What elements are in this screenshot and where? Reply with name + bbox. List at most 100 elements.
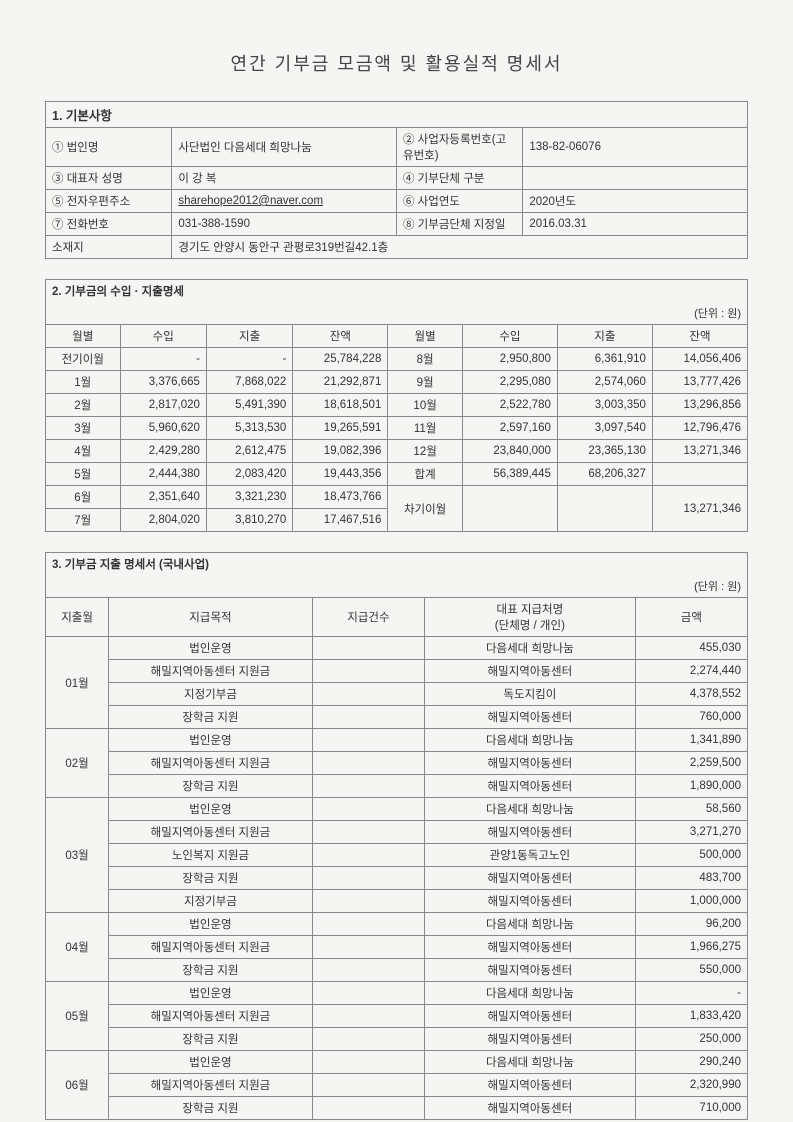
expense-amount: 1,890,000 [635, 775, 747, 798]
income-out: 3,321,230 [206, 486, 292, 509]
expense-count [312, 1028, 424, 1051]
expense-amount: 3,271,270 [635, 821, 747, 844]
expense-purpose: 노인복지 지원금 [109, 844, 313, 867]
expense-purpose: 법인운영 [109, 729, 313, 752]
expense-purpose: 해밀지역아동센터 지원금 [109, 752, 313, 775]
income-month: 2월 [46, 394, 121, 417]
expense-purpose: 해밀지역아동센터 지원금 [109, 936, 313, 959]
income-bal: 12,796,476 [652, 417, 747, 440]
expense-payee: 해밀지역아동센터 [425, 706, 636, 729]
expense-month: 06월 [46, 1051, 109, 1120]
expense-count [312, 1051, 424, 1074]
income-out: 2,612,475 [206, 440, 292, 463]
expense-month: 02월 [46, 729, 109, 798]
expense-count [312, 798, 424, 821]
income-month: 5월 [46, 463, 121, 486]
income-in: 2,597,160 [462, 417, 557, 440]
basic-label: ⑦ 전화번호 [46, 213, 172, 236]
income-month: 10월 [388, 394, 463, 417]
section3-title: 3. 기부금 지출 명세서 (국내사업) [46, 553, 748, 576]
income-header: 잔액 [652, 325, 747, 348]
page-title: 연간 기부금 모금액 및 활용실적 명세서 [45, 50, 748, 76]
expense-table: 3. 기부금 지출 명세서 (국내사업) (단위 : 원) 지출월지급목적지급건… [45, 552, 748, 1120]
basic-value: sharehope2012@naver.com [172, 190, 397, 213]
expense-purpose: 해밀지역아동센터 지원금 [109, 1005, 313, 1028]
income-month: 8월 [388, 348, 463, 371]
expense-count [312, 867, 424, 890]
basic-label: ② 사업자등록번호(고유번호) [396, 128, 522, 167]
carry-bal: 13,271,346 [652, 486, 747, 532]
income-month: 1월 [46, 371, 121, 394]
expense-purpose: 법인운영 [109, 913, 313, 936]
expense-purpose: 지정기부금 [109, 890, 313, 913]
income-in: 5,960,620 [120, 417, 206, 440]
income-bal [652, 463, 747, 486]
income-in: 2,522,780 [462, 394, 557, 417]
income-out: - [206, 348, 292, 371]
income-bal: 19,082,396 [293, 440, 388, 463]
income-out: 3,810,270 [206, 509, 292, 532]
basic-label: ⑤ 전자우편주소 [46, 190, 172, 213]
income-in: 2,444,380 [120, 463, 206, 486]
basic-value: 2020년도 [523, 190, 748, 213]
expense-month: 04월 [46, 913, 109, 982]
income-month: 3월 [46, 417, 121, 440]
expense-amount: 2,320,990 [635, 1074, 747, 1097]
basic-info-table: 1. 기본사항 ① 법인명사단법인 다음세대 희망나눔② 사업자등록번호(고유번… [45, 101, 748, 259]
carry-label: 차기이월 [388, 486, 463, 532]
expense-amount: 1,341,890 [635, 729, 747, 752]
expense-header: 지급목적 [109, 598, 313, 637]
section1-title: 1. 기본사항 [46, 102, 748, 128]
income-header: 월별 [388, 325, 463, 348]
income-out: 68,206,327 [557, 463, 652, 486]
expense-count [312, 844, 424, 867]
basic-value [523, 167, 748, 190]
expense-payee: 해밀지역아동센터 [425, 1005, 636, 1028]
expense-header: 지출월 [46, 598, 109, 637]
expense-payee: 다음세대 희망나눔 [425, 982, 636, 1005]
expense-payee: 해밀지역아동센터 [425, 936, 636, 959]
expense-count [312, 959, 424, 982]
expense-purpose: 장학금 지원 [109, 1097, 313, 1120]
income-out: 23,365,130 [557, 440, 652, 463]
income-month: 4월 [46, 440, 121, 463]
expense-count [312, 637, 424, 660]
income-month: 6월 [46, 486, 121, 509]
basic-label: ⑧ 기부금단체 지정일 [396, 213, 522, 236]
expense-payee: 해밀지역아동센터 [425, 1097, 636, 1120]
expense-purpose: 장학금 지원 [109, 959, 313, 982]
expense-count [312, 752, 424, 775]
expense-amount: 1,833,420 [635, 1005, 747, 1028]
income-month: 전기이월 [46, 348, 121, 371]
expense-amount: 455,030 [635, 637, 747, 660]
expense-payee: 해밀지역아동센터 [425, 867, 636, 890]
income-bal: 13,296,856 [652, 394, 747, 417]
expense-section: 3. 기부금 지출 명세서 (국내사업) (단위 : 원) 지출월지급목적지급건… [45, 552, 748, 1120]
expense-payee: 해밀지역아동센터 [425, 752, 636, 775]
income-bal: 21,292,871 [293, 371, 388, 394]
expense-count [312, 683, 424, 706]
income-month: 합계 [388, 463, 463, 486]
income-in: 2,950,800 [462, 348, 557, 371]
carry-in [462, 486, 557, 532]
expense-amount: 710,000 [635, 1097, 747, 1120]
income-section: 2. 기부금의 수입 · 지출명세 (단위 : 원) 월별수입지출잔액월별수입지… [45, 279, 748, 532]
expense-payee: 다음세대 희망나눔 [425, 798, 636, 821]
expense-purpose: 해밀지역아동센터 지원금 [109, 1074, 313, 1097]
carry-out [557, 486, 652, 532]
income-bal: 14,056,406 [652, 348, 747, 371]
expense-amount: 4,378,552 [635, 683, 747, 706]
section2-unit: (단위 : 원) [46, 302, 748, 325]
expense-count [312, 775, 424, 798]
income-header: 잔액 [293, 325, 388, 348]
expense-header: 지급건수 [312, 598, 424, 637]
expense-month: 03월 [46, 798, 109, 913]
expense-amount: 1,966,275 [635, 936, 747, 959]
basic-label: ④ 기부단체 구분 [396, 167, 522, 190]
expense-amount: 96,200 [635, 913, 747, 936]
income-out: 2,574,060 [557, 371, 652, 394]
income-table: 2. 기부금의 수입 · 지출명세 (단위 : 원) 월별수입지출잔액월별수입지… [45, 279, 748, 532]
expense-amount: 2,259,500 [635, 752, 747, 775]
income-header: 월별 [46, 325, 121, 348]
income-out: 5,491,390 [206, 394, 292, 417]
